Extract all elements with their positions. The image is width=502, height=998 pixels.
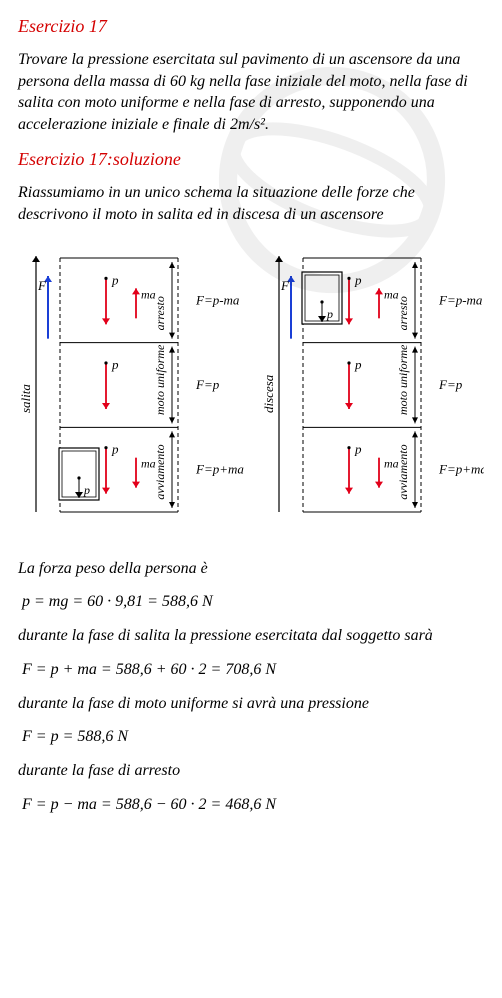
svg-text:F=p-ma: F=p-ma <box>195 292 240 307</box>
svg-text:F=p: F=p <box>195 377 220 392</box>
force-diagram: salitaFppmaarrestoF=p-mapmoto uniformeF=… <box>18 240 484 530</box>
formula-2: F = p + ma = 588,6 + 60 · 2 = 708,6 N <box>22 661 484 679</box>
svg-text:p: p <box>326 307 333 321</box>
solution-title: Esercizio 17:soluzione <box>18 149 484 170</box>
svg-text:p: p <box>111 357 119 372</box>
solution-intro: Riassumiamo in un unico schema la situaz… <box>18 182 484 225</box>
svg-text:p: p <box>354 272 362 287</box>
solution-line-4: durante la fase di arresto <box>18 760 484 782</box>
svg-text:F=p: F=p <box>438 377 463 392</box>
svg-text:avviamento: avviamento <box>396 444 410 499</box>
svg-text:F: F <box>37 278 47 293</box>
svg-text:avviamento: avviamento <box>153 444 167 499</box>
solution-line-1: La forza peso della persona è <box>18 558 484 580</box>
svg-text:p: p <box>354 357 362 372</box>
svg-text:F=p-ma: F=p-ma <box>438 292 483 307</box>
formula-3: F = p = 588,6 N <box>22 728 484 746</box>
diagram-salita: salitaFppmaarrestoF=p-mapmoto uniformeF=… <box>18 240 255 530</box>
svg-text:p: p <box>354 441 362 456</box>
solution-line-3: durante la fase di moto uniforme si avrà… <box>18 693 484 715</box>
svg-text:arresto: arresto <box>396 296 410 330</box>
svg-text:p: p <box>83 483 90 497</box>
svg-text:arresto: arresto <box>153 296 167 330</box>
svg-text:F: F <box>280 278 290 293</box>
svg-text:moto uniforme: moto uniforme <box>153 344 167 415</box>
svg-text:p: p <box>111 272 119 287</box>
svg-text:discesa: discesa <box>261 374 276 413</box>
formula-1: p = mg = 60 · 9,81 = 588,6 N <box>22 593 484 611</box>
svg-text:moto uniforme: moto uniforme <box>396 344 410 415</box>
svg-text:F=p+ma: F=p+ma <box>195 461 244 476</box>
formula-4: F = p − ma = 588,6 − 60 · 2 = 468,6 N <box>22 796 484 814</box>
diagram-discesa: discesaFppmaarrestoF=p-mapmoto uniformeF… <box>261 240 484 530</box>
svg-text:salita: salita <box>18 383 33 412</box>
solution-line-2: durante la fase di salita la pressione e… <box>18 625 484 647</box>
svg-text:p: p <box>111 441 119 456</box>
problem-statement: Trovare la pressione esercitata sul pavi… <box>18 49 484 135</box>
exercise-title: Esercizio 17 <box>18 16 484 37</box>
svg-text:F=p+ma: F=p+ma <box>438 461 484 476</box>
